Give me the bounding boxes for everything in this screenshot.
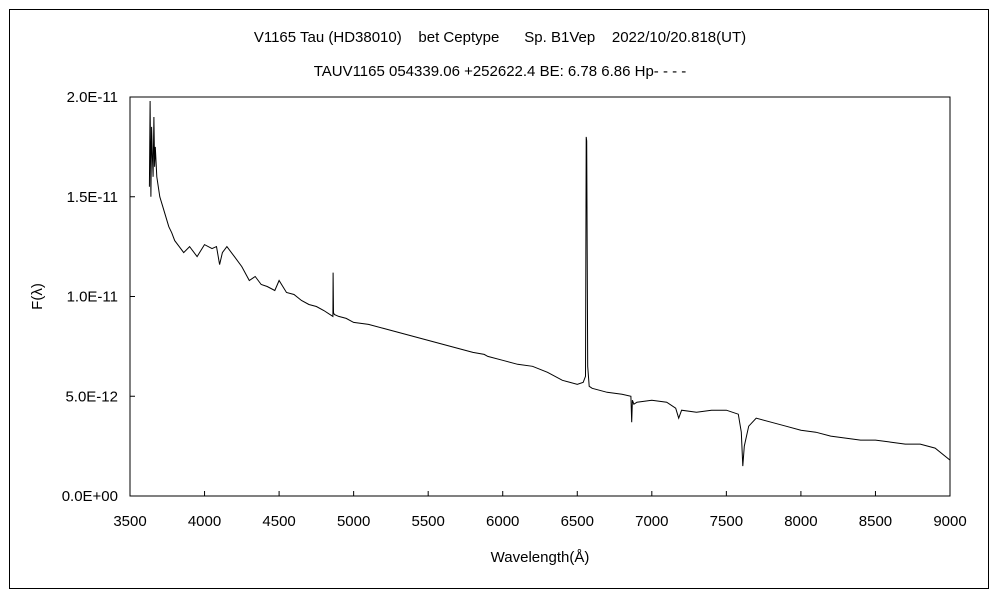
chart-title: V1165 Tau (HD38010) bet Ceptype Sp. B1Ve… [253,29,747,46]
chart-frame [9,9,989,589]
plot-area [129,96,951,497]
x-axis-label: Wavelength(Å) [491,549,590,566]
y-tick-label: 2.0E-11 [67,89,118,106]
x-tick-label: 5500 [411,513,444,530]
x-tick-label: 7000 [635,513,668,530]
x-tick-label: 6000 [486,513,519,530]
x-axis: 3500 4000 4500 5000 5500 6000 6500 7000 7500 8000… [113,491,967,530]
y-axis-label: F(λ) [29,283,46,310]
spectrum-line [148,100,951,467]
y-tick-label: 1.0E-11 [67,289,118,306]
chart-subtitle: TAUV1165 054339.06 +252622.4 BE: 6.78 6.… [313,63,687,80]
x-tick-label: 3500 [113,513,146,530]
x-tick-label: 9000 [933,513,966,530]
x-tick-label: 8000 [784,513,817,530]
x-tick-label: 4000 [188,513,221,530]
x-tick-label: 4500 [262,513,295,530]
y-tick-label: 0.0E+00 [62,488,118,505]
y-tick-label: 5.0E-12 [65,388,118,405]
x-tick-label: 5000 [337,513,370,530]
x-tick-label: 6500 [561,513,594,530]
y-axis: 0.0E+00 5.0E-12 1.0E-11 1.5E-11 2.0E-11 [62,89,135,505]
x-tick-label: 8500 [859,513,892,530]
y-tick-label: 1.5E-11 [67,189,118,206]
x-tick-label: 7500 [710,513,743,530]
